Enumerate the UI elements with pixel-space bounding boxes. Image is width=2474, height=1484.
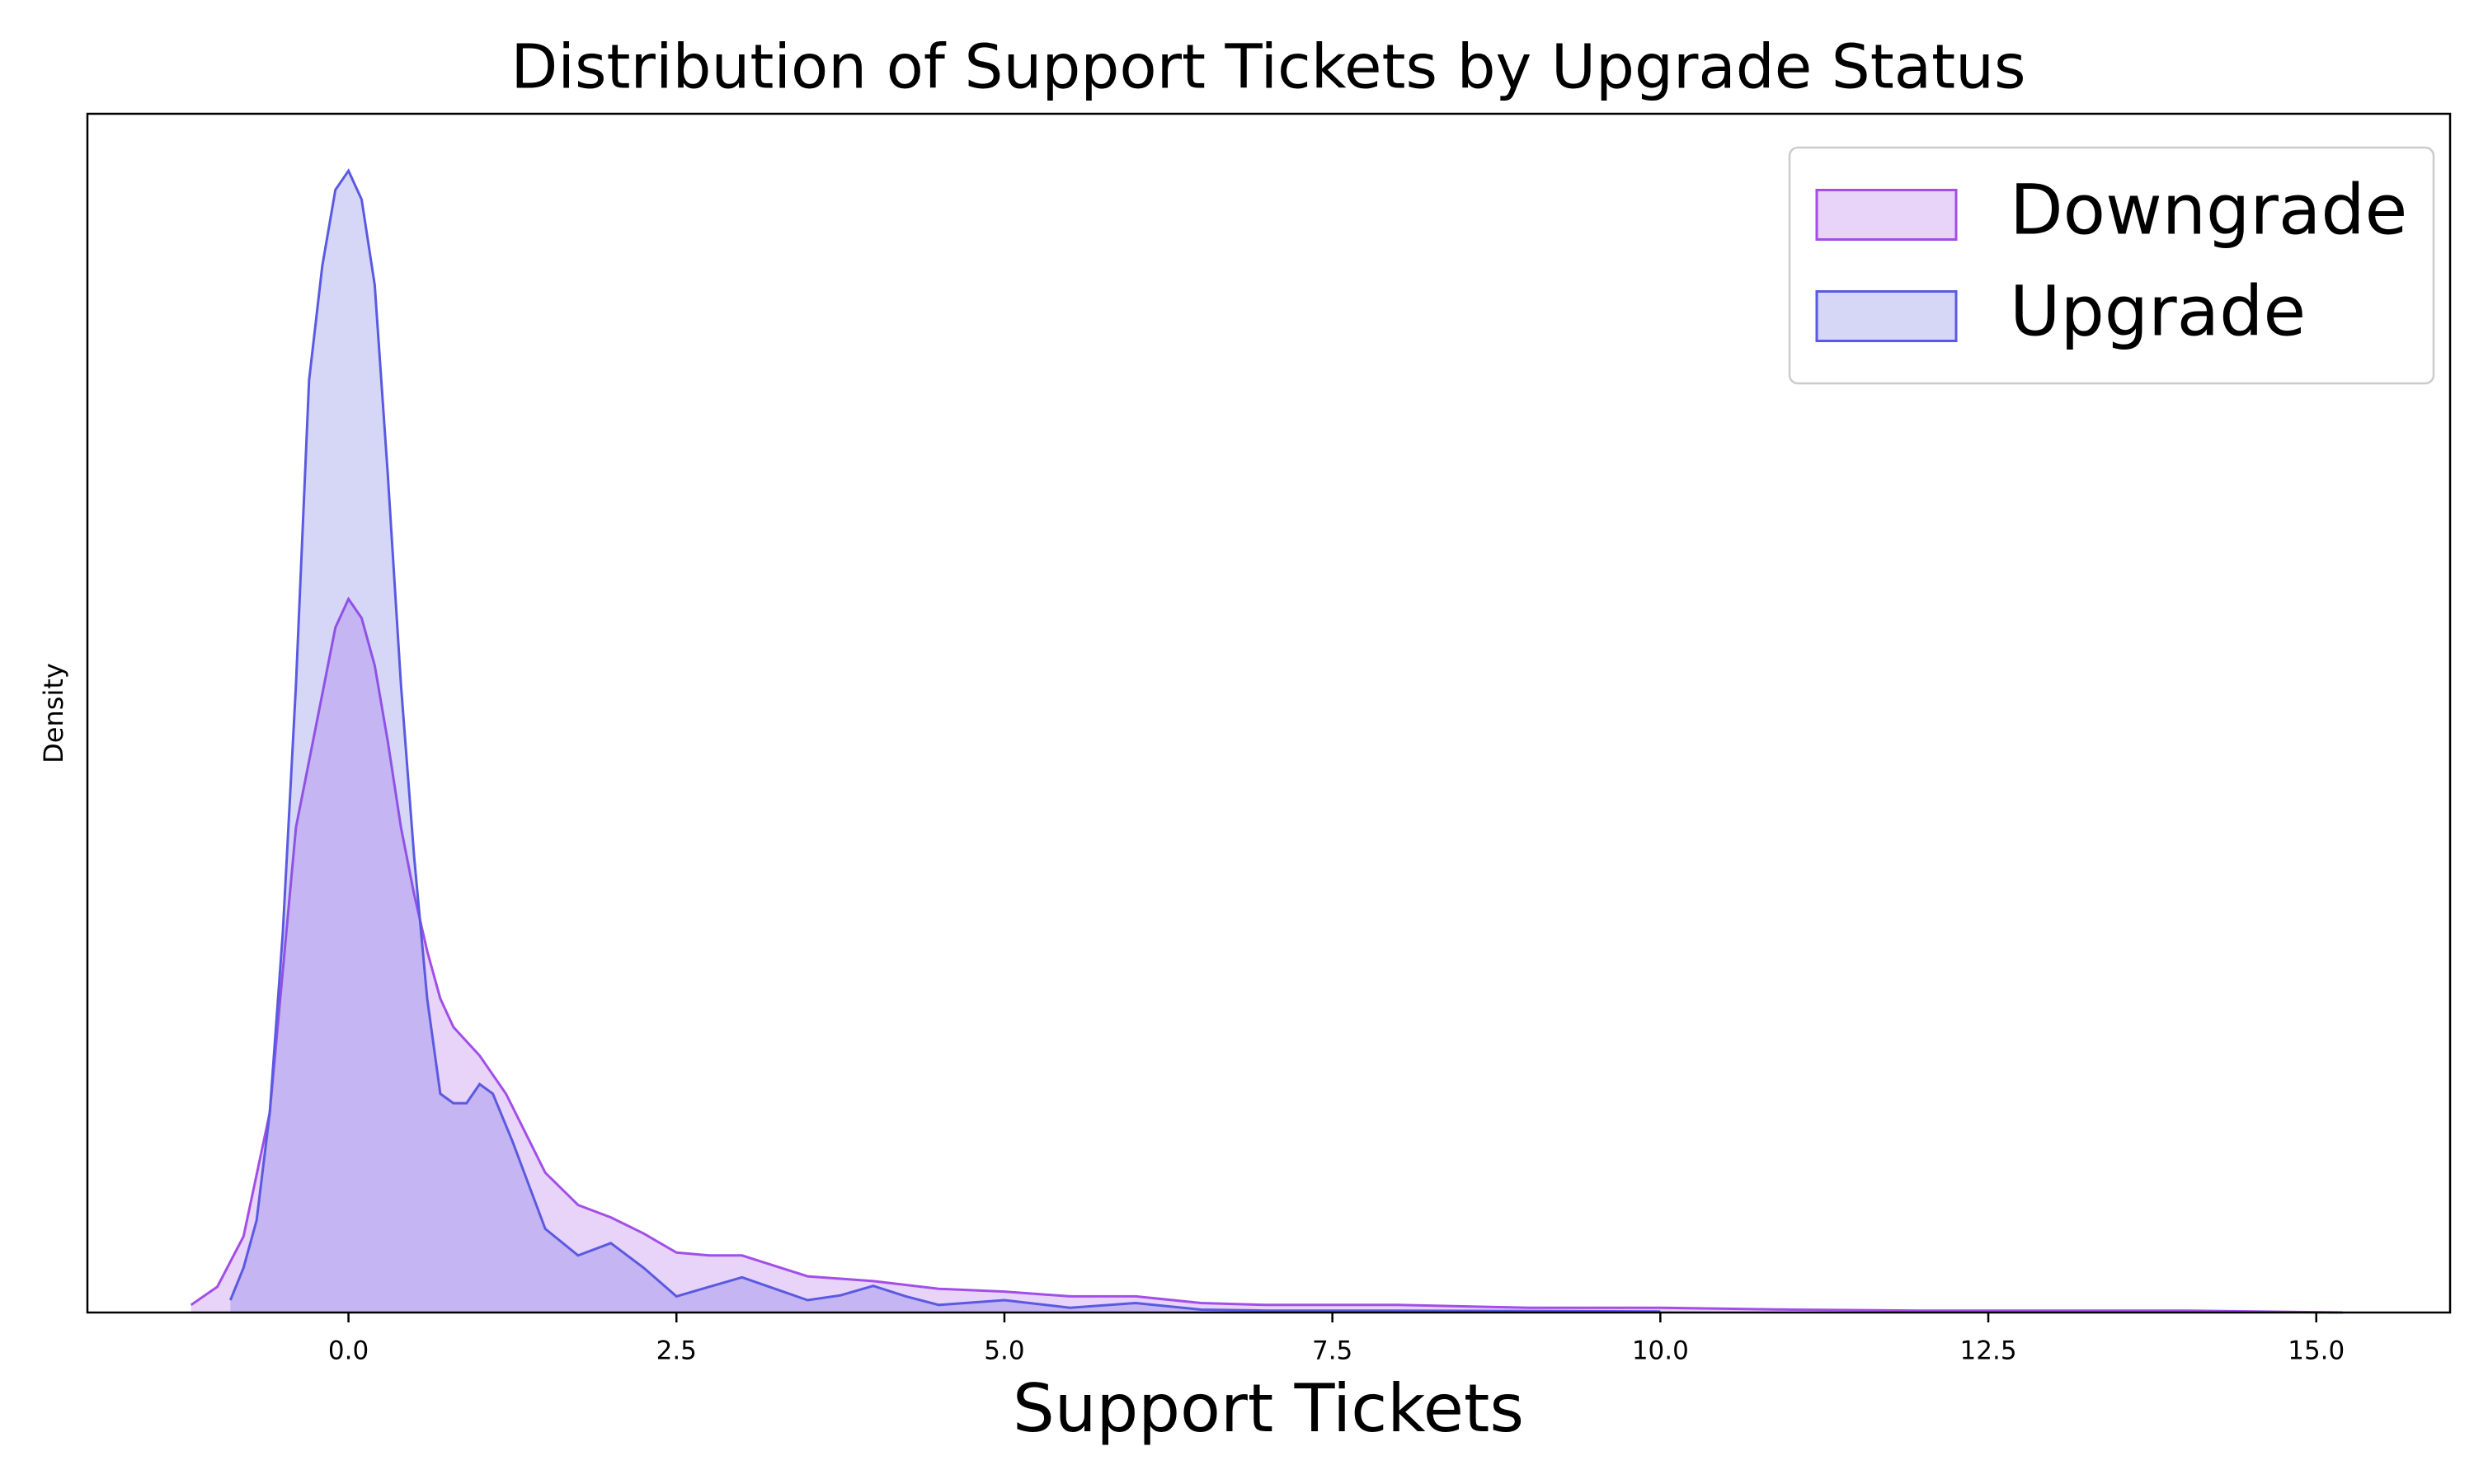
legend-swatch: [1815, 290, 1958, 342]
legend-swatch: [1815, 189, 1958, 241]
chart-title: Distribution of Support Tickets by Upgra…: [510, 32, 2025, 103]
legend-frame: [1788, 146, 2435, 385]
legend-label: Upgrade: [2010, 270, 2306, 351]
x-tick-label: 7.5: [1312, 1336, 1352, 1366]
density-line: [190, 596, 2343, 1314]
legend: Downgrade Upgrade: [1788, 146, 2435, 385]
x-tick-label: 5.0: [984, 1336, 1024, 1366]
x-tick-label: 2.5: [656, 1336, 697, 1366]
density-area: [230, 171, 1661, 1313]
axes-frame: [86, 112, 2452, 1314]
x-tick-label: 10.0: [1632, 1336, 1689, 1366]
x-axis-label: Support Tickets: [1013, 1370, 1524, 1447]
plot-area: [190, 168, 2343, 1314]
x-tick-label: 12.5: [1960, 1336, 2017, 1366]
x-tick-label: 0.0: [328, 1336, 369, 1366]
x-tick-label: 15.0: [2288, 1336, 2345, 1366]
density-line: [229, 168, 1661, 1313]
y-axis-label: Density: [38, 663, 69, 763]
legend-label: Downgrade: [2010, 169, 2407, 250]
density-area: [190, 599, 2343, 1313]
